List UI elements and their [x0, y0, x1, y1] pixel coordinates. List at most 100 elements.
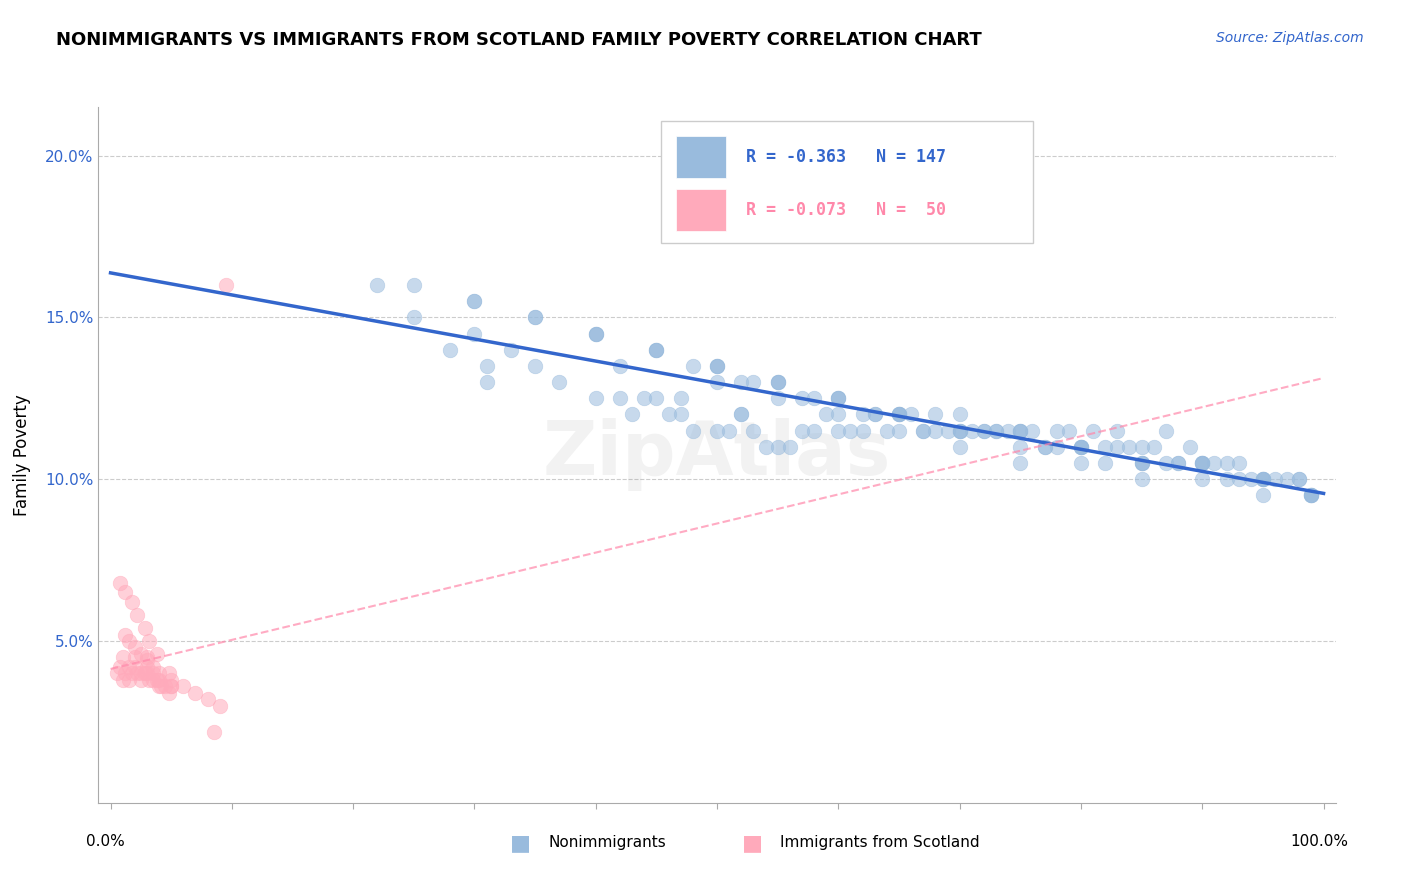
Point — [1046, 440, 1069, 454]
Point — [1301, 488, 1323, 502]
Point — [949, 424, 972, 438]
Point — [1143, 440, 1166, 454]
Point — [706, 424, 728, 438]
Point — [815, 408, 838, 422]
Point — [148, 679, 170, 693]
Point — [1070, 440, 1092, 454]
Point — [1130, 440, 1153, 454]
Point — [475, 359, 498, 373]
Point — [1288, 472, 1310, 486]
Point — [142, 673, 165, 687]
Point — [129, 666, 152, 681]
Point — [827, 392, 849, 406]
FancyBboxPatch shape — [661, 121, 1032, 243]
Point — [524, 359, 547, 373]
Point — [669, 392, 692, 406]
Point — [839, 424, 862, 438]
Point — [1264, 472, 1286, 486]
Point — [402, 310, 425, 325]
Bar — [676, 189, 725, 231]
Point — [645, 343, 668, 357]
Point — [887, 408, 910, 422]
Point — [1057, 424, 1080, 438]
Point — [157, 666, 180, 681]
Point — [924, 424, 946, 438]
Text: Nonimmigrants: Nonimmigrants — [548, 836, 666, 850]
Text: 100.0%: 100.0% — [1291, 834, 1348, 849]
Point — [790, 424, 813, 438]
Point — [105, 666, 128, 681]
Point — [110, 575, 132, 590]
Point — [1107, 440, 1129, 454]
Point — [645, 343, 668, 357]
Point — [127, 608, 149, 623]
Point — [475, 375, 498, 389]
Point — [560, 84, 582, 98]
Point — [548, 375, 571, 389]
Point — [585, 326, 607, 341]
Point — [984, 424, 1007, 438]
Point — [439, 343, 461, 357]
Point — [1301, 488, 1323, 502]
Point — [852, 424, 875, 438]
Point — [136, 650, 159, 665]
Point — [949, 424, 972, 438]
Point — [924, 408, 946, 422]
Point — [114, 585, 136, 599]
Point — [138, 673, 160, 687]
Point — [609, 392, 631, 406]
Point — [1070, 440, 1092, 454]
Point — [633, 392, 655, 406]
Point — [682, 359, 704, 373]
Point — [1167, 456, 1189, 470]
Point — [524, 310, 547, 325]
Point — [1251, 488, 1274, 502]
Point — [949, 424, 972, 438]
Point — [852, 408, 875, 422]
Text: Immigrants from Scotland: Immigrants from Scotland — [780, 836, 980, 850]
Point — [1130, 456, 1153, 470]
Point — [1204, 456, 1226, 470]
Point — [1094, 456, 1116, 470]
Point — [184, 686, 207, 700]
Point — [148, 666, 170, 681]
Text: ZipAtlas: ZipAtlas — [543, 418, 891, 491]
Point — [129, 647, 152, 661]
Text: 0.0%: 0.0% — [86, 834, 125, 849]
Point — [1191, 456, 1213, 470]
Point — [1240, 472, 1263, 486]
Point — [827, 392, 849, 406]
Point — [121, 595, 143, 609]
Point — [127, 666, 149, 681]
Point — [124, 650, 146, 665]
Point — [1154, 424, 1177, 438]
Point — [669, 408, 692, 422]
Point — [960, 424, 983, 438]
Point — [657, 408, 679, 422]
Point — [114, 666, 136, 681]
Point — [706, 359, 728, 373]
Point — [366, 278, 388, 293]
Point — [803, 424, 825, 438]
Point — [876, 424, 898, 438]
Point — [766, 440, 789, 454]
Point — [766, 375, 789, 389]
Point — [1070, 440, 1092, 454]
Point — [463, 294, 485, 309]
Point — [779, 440, 801, 454]
Point — [1251, 472, 1274, 486]
Point — [621, 408, 644, 422]
Point — [136, 666, 159, 681]
Point — [1070, 440, 1092, 454]
Point — [827, 424, 849, 438]
Point — [1107, 424, 1129, 438]
Point — [118, 660, 141, 674]
Point — [150, 679, 173, 693]
Point — [1130, 456, 1153, 470]
Point — [682, 424, 704, 438]
Point — [936, 424, 959, 438]
Point — [997, 424, 1019, 438]
Point — [121, 666, 143, 681]
Point — [1301, 488, 1323, 502]
Point — [706, 375, 728, 389]
